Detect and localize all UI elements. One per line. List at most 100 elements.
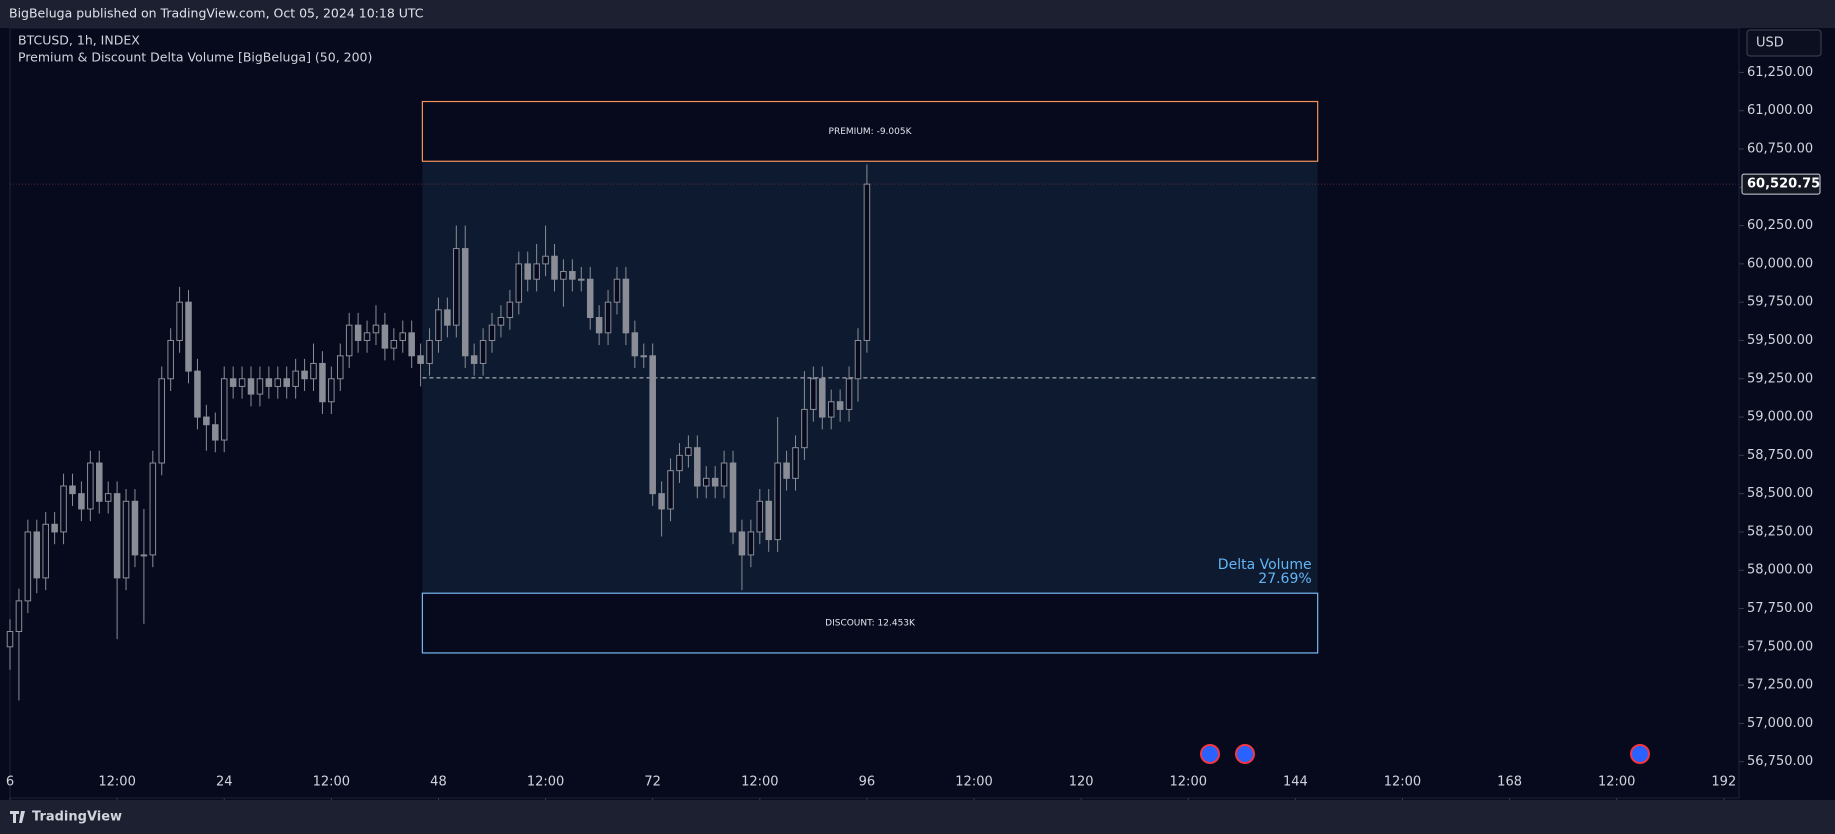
candle-body [363, 332, 371, 341]
footer-brand: TradingView [32, 810, 122, 825]
y-tick-label: 57,250.00 [1747, 678, 1813, 693]
candle-body [569, 271, 576, 280]
footer-bar [0, 800, 1835, 834]
candle-body [863, 183, 871, 341]
candle-body [810, 378, 817, 410]
candle-body [87, 462, 94, 510]
tv-logo [10, 811, 25, 823]
x-tick-label: 72 [644, 775, 661, 790]
candle-body [24, 531, 32, 602]
candle-body [15, 600, 23, 633]
candle-body [131, 500, 139, 556]
candle-body [845, 378, 853, 410]
candle-body [42, 523, 49, 579]
premium-zone-label: PREMIUM: -9.005K [829, 127, 913, 137]
candle-body [328, 378, 335, 403]
candle-body [310, 362, 317, 380]
y-tick-label: 58,750.00 [1747, 448, 1813, 463]
candle-body [104, 493, 112, 502]
x-tick-label: 96 [859, 775, 876, 790]
candle-body [265, 378, 273, 387]
candle-body [319, 362, 326, 403]
candle-body [417, 355, 424, 364]
candle-body [604, 301, 612, 334]
candle-body [185, 301, 192, 372]
delta-volume-value: 27.69% [1258, 571, 1311, 587]
premium-zone [421, 100, 1319, 162]
x-tick-label: 12:00 [1170, 775, 1207, 790]
candle-body [622, 278, 630, 334]
candle-body [711, 477, 719, 487]
candle-body [506, 301, 514, 318]
candle-body [292, 370, 299, 387]
x-tick-label: 6 [6, 775, 14, 790]
y-tick-label: 61,000.00 [1747, 103, 1813, 118]
x-tick-label: 48 [430, 775, 447, 790]
candle-body [658, 493, 665, 510]
x-tick-label: 12:00 [527, 775, 564, 790]
candle-body [60, 485, 67, 533]
candle-body [515, 263, 523, 303]
x-tick-label: 12:00 [313, 775, 350, 790]
candle-body [140, 554, 148, 557]
candle-body [435, 309, 442, 341]
x-tick-label: 144 [1283, 775, 1308, 790]
candle-body [122, 500, 130, 579]
candle-body [238, 378, 246, 387]
candle-body [676, 454, 683, 472]
event-flag[interactable] [1630, 744, 1650, 764]
delta-volume-title: Delta Volume [1218, 557, 1312, 573]
candle-body [33, 531, 41, 579]
x-tick-label: 12:00 [1598, 775, 1635, 790]
candle-body [444, 309, 451, 326]
candle-body [649, 355, 656, 495]
candle-body [113, 493, 121, 579]
x-tick-label: 12:00 [98, 775, 135, 790]
candle-body [836, 401, 844, 410]
discount-zone [421, 592, 1319, 654]
candle-body [631, 332, 639, 357]
candle-body [372, 324, 380, 334]
candle-body [274, 378, 282, 387]
candle-body [578, 278, 585, 281]
y-tick-label: 58,000.00 [1747, 563, 1813, 578]
candle-body [167, 339, 174, 380]
y-tick-label: 56,750.00 [1747, 754, 1813, 769]
event-flag[interactable] [1200, 744, 1220, 764]
currency-label[interactable]: USD [1756, 36, 1784, 51]
last-price-label: 60,520.75 [1747, 177, 1820, 192]
candle-body [595, 316, 603, 334]
candle-body [95, 462, 103, 502]
event-flag[interactable] [1235, 744, 1255, 764]
candle-body [453, 248, 460, 326]
candle-body [542, 255, 549, 265]
candle-body [381, 324, 389, 349]
candle-body [497, 316, 505, 326]
candle-body [747, 531, 755, 556]
candle-body [149, 462, 157, 556]
x-tick-label: 120 [1069, 775, 1094, 790]
candle-body [301, 370, 308, 380]
y-tick-label: 60,250.00 [1747, 218, 1813, 233]
x-tick-label: 12:00 [955, 775, 992, 790]
candle-body [212, 424, 219, 441]
candle-body [801, 408, 808, 449]
candle-body [399, 332, 407, 341]
candle-body [524, 263, 531, 280]
y-tick-label: 58,250.00 [1747, 524, 1813, 539]
candle-body [345, 324, 353, 357]
x-tick-label: 192 [1711, 775, 1736, 790]
candle-body [827, 401, 835, 418]
currency-button[interactable] [1746, 29, 1822, 57]
candle-body [229, 378, 237, 387]
candle-body [720, 462, 728, 487]
candle-body [738, 531, 746, 556]
y-tick-label: 59,250.00 [1747, 371, 1813, 386]
candle-body [854, 339, 862, 380]
candle-body [774, 462, 781, 541]
x-tick-label: 24 [216, 775, 233, 790]
published-text: BigBeluga published on TradingView.com, … [9, 6, 424, 21]
candle-body [354, 324, 362, 341]
y-tick-label: 59,500.00 [1747, 333, 1813, 348]
